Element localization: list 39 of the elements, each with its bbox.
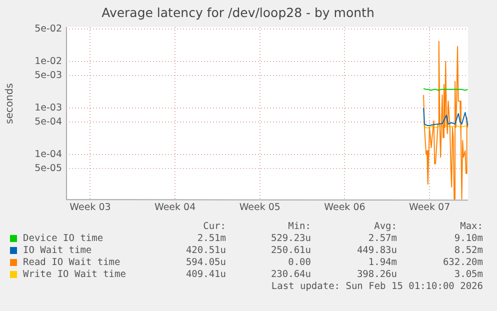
text: 230.64u — [270, 269, 311, 281]
text: 632.20m — [442, 257, 483, 269]
text: 1.94m — [367, 257, 397, 269]
text: 409.41u — [184, 269, 226, 281]
text: Avg: — [373, 221, 397, 233]
text: 529.23u — [270, 233, 311, 245]
legend-label: Device IO time — [23, 233, 104, 244]
x-tick-label: Week 05 — [239, 202, 280, 213]
legend-label: Write IO Wait time — [23, 269, 126, 280]
y-tick-label: 5e-03 — [34, 70, 62, 81]
x-tick-label: Week 07 — [408, 202, 450, 213]
x-tick-label: Week 04 — [154, 202, 196, 213]
text: 3.05m — [453, 269, 483, 281]
y-axis-title: seconds — [4, 83, 16, 124]
y-tick-label: 5e-05 — [34, 162, 62, 174]
text: 8.52m — [453, 245, 483, 257]
text: 250.61u — [270, 245, 311, 257]
text: 398.26u — [356, 269, 397, 281]
text: 420.51u — [184, 245, 226, 257]
legend-label: Read IO Wait time — [23, 257, 120, 268]
text: Cur: — [202, 221, 226, 233]
text: Last update: Sun Feb 15 01:10:00 2026 — [271, 281, 483, 292]
y-tick-label: 5e-04 — [34, 116, 62, 128]
text: 449.83u — [356, 245, 397, 257]
x-tick-label: Week 03 — [70, 202, 111, 213]
legend-label: IO Wait time — [23, 245, 92, 256]
text: Max: — [459, 221, 483, 233]
chart-title: Average latency for /dev/loop28 - by month — [102, 4, 374, 20]
y-tick-label: 5e-02 — [34, 23, 62, 34]
y-tick-label: 1e-02 — [34, 56, 62, 67]
text: 0.00 — [287, 257, 311, 269]
x-tick-label: Week 06 — [324, 202, 366, 213]
text: Min: — [287, 221, 311, 233]
text: 594.05u — [184, 257, 226, 269]
y-tick-label: 1e-03 — [34, 102, 62, 114]
text: 9.10m — [453, 233, 483, 245]
text: 2.57m — [367, 233, 397, 245]
y-tick-label: 1e-04 — [34, 148, 62, 160]
text: 2.51m — [196, 233, 226, 245]
